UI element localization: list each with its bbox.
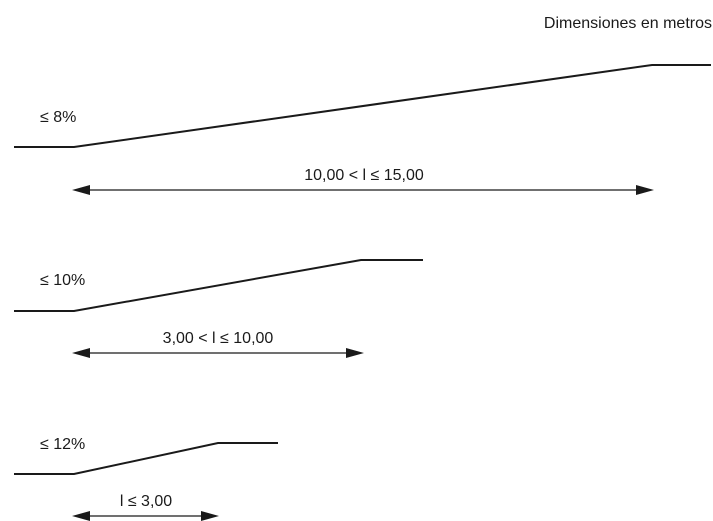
ramp-3-length-label: l ≤ 3,00	[120, 493, 172, 510]
ramp-2-dimension-line	[72, 348, 364, 358]
ramp-1-profile	[14, 64, 711, 148]
ramp-3-dimension-line	[72, 511, 219, 521]
ramp-1: ≤ 8% 10,00 < l ≤ 15,00	[14, 64, 711, 195]
ramp-2-slope-label: ≤ 10%	[40, 272, 85, 289]
units-note: Dimensiones en metros	[544, 15, 712, 32]
arrow-left-icon	[72, 185, 90, 195]
ramp-3-slope-label: ≤ 12%	[40, 436, 85, 453]
ramp-1-length-label: 10,00 < l ≤ 15,00	[304, 167, 424, 184]
arrow-left-icon	[72, 348, 90, 358]
ramp-2: ≤ 10% 3,00 < l ≤ 10,00	[14, 259, 423, 358]
ramp-2-profile	[14, 259, 423, 312]
arrow-right-icon	[346, 348, 364, 358]
ramp-3: ≤ 12% l ≤ 3,00	[14, 436, 278, 521]
arrow-right-icon	[636, 185, 654, 195]
arrow-right-icon	[201, 511, 219, 521]
ramp-1-dimension-line	[72, 185, 654, 195]
ramp-1-slope-label: ≤ 8%	[40, 109, 76, 126]
arrow-left-icon	[72, 511, 90, 521]
ramp-2-length-label: 3,00 < l ≤ 10,00	[163, 330, 274, 347]
ramp-3-profile	[14, 442, 278, 475]
